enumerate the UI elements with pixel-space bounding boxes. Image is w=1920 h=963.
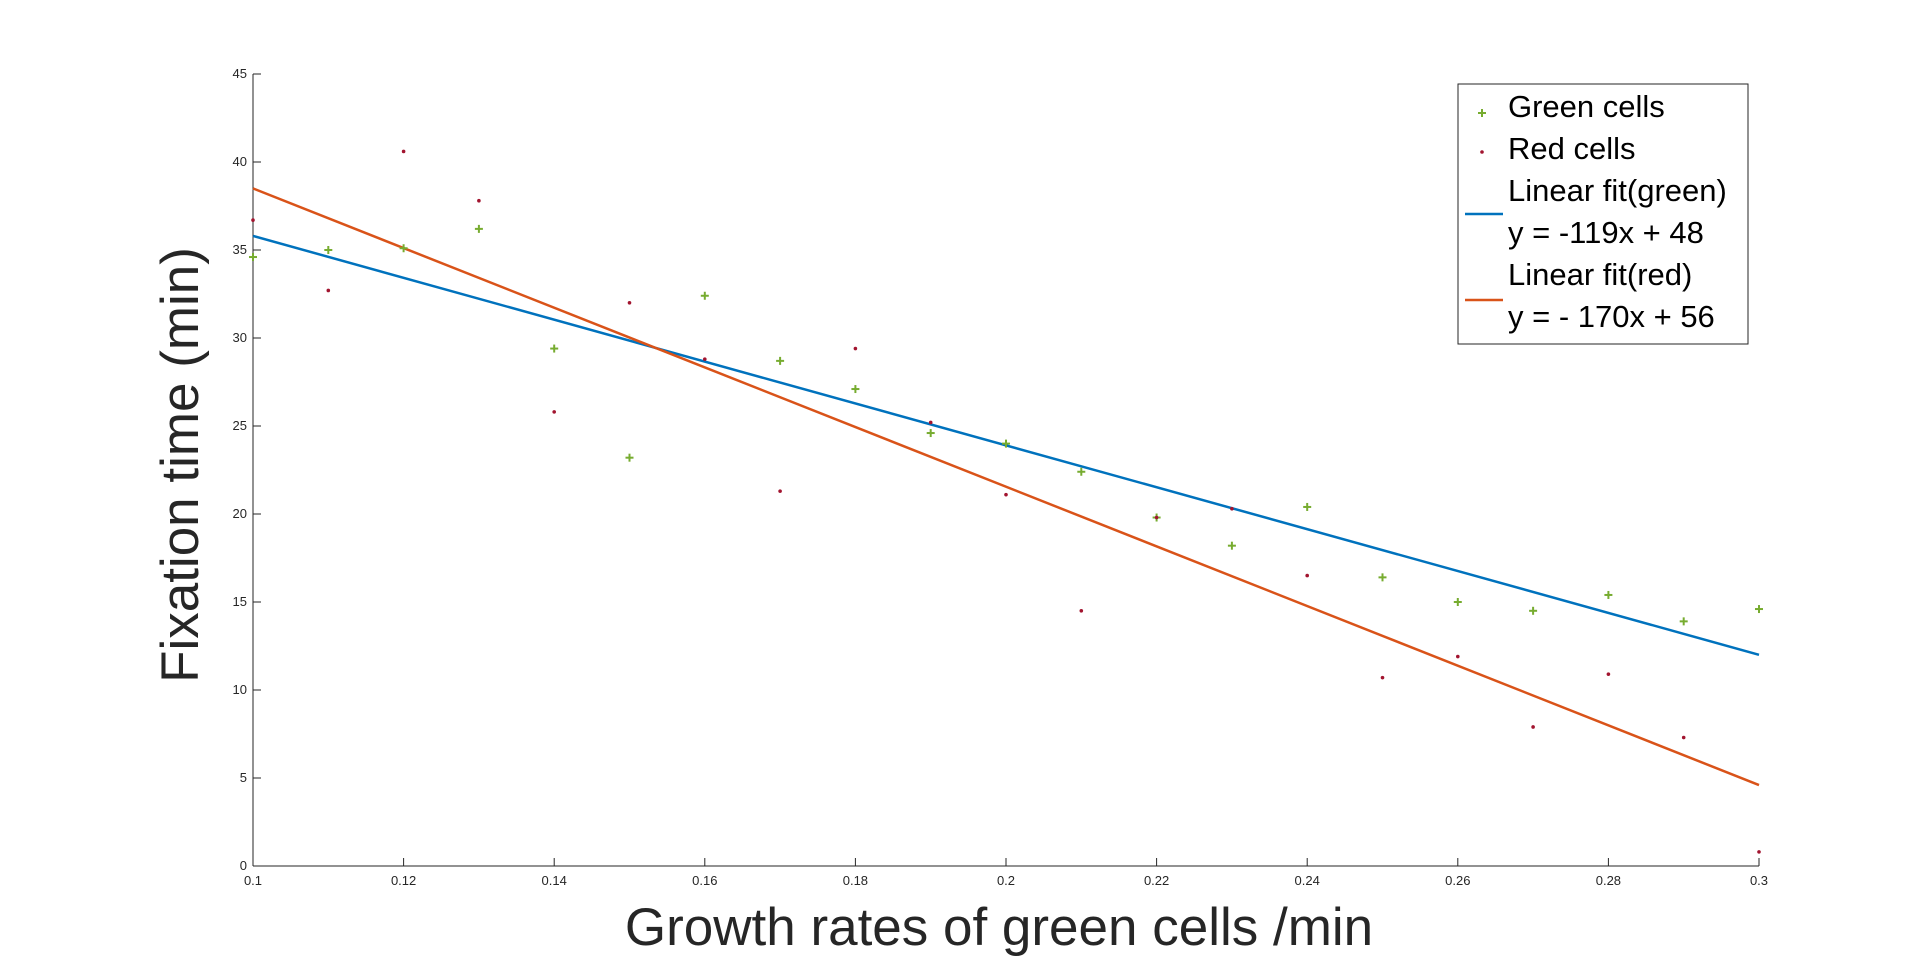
x-axis-title: Growth rates of green cells /min <box>625 898 1373 957</box>
x-tick-label: 0.28 <box>1596 873 1621 888</box>
x-tick-label: 0.18 <box>843 873 868 888</box>
y-axis-title: Fixation time (min) <box>151 247 210 683</box>
red-cell-point <box>1380 675 1385 680</box>
y-tick-label: 25 <box>233 418 247 433</box>
legend-entry-text: Linear fit(red) <box>1508 257 1692 292</box>
x-tick-label: 0.26 <box>1445 873 1470 888</box>
green-cell-point <box>249 253 257 262</box>
legend-entry-text: Red cells <box>1508 131 1636 166</box>
legend-entry-text: y = - 170x + 56 <box>1508 299 1715 334</box>
red-cell-point <box>1681 735 1686 740</box>
legend: Green cells Red cells Linear fit(green) y =… <box>1457 83 1749 345</box>
green-cell-point <box>474 224 483 233</box>
red-cell-point <box>251 218 255 222</box>
x-tick-label: 0.3 <box>1750 873 1768 888</box>
red-cell-point <box>627 301 632 305</box>
red-cell-point <box>552 410 556 414</box>
x-tick-label: 0.1 <box>244 873 262 888</box>
x-tick-label: 0.14 <box>542 873 567 888</box>
data-points <box>249 149 1763 854</box>
green-cell-point <box>1077 467 1086 476</box>
x-tick-label: 0.2 <box>997 873 1015 888</box>
green-cell-point <box>550 344 559 353</box>
green-cell-point <box>1227 541 1236 550</box>
green-cell-point <box>324 246 333 254</box>
red-cell-point <box>1305 573 1309 578</box>
green-cell-point <box>926 429 935 438</box>
green-cell-point <box>399 244 408 253</box>
green-cell-point <box>1604 590 1613 599</box>
y-tick-label: 35 <box>233 242 247 257</box>
red-cell-point <box>401 149 406 154</box>
green-cell-point <box>1303 502 1312 511</box>
red-cell-point <box>1230 506 1234 511</box>
red-cell-point <box>703 357 707 361</box>
x-tick-label: 0.24 <box>1295 873 1320 888</box>
green-cell-point <box>1679 617 1688 626</box>
y-tick-label: 15 <box>233 594 247 609</box>
red-cell-point <box>1606 672 1611 676</box>
legend-green-marker <box>1478 109 1486 117</box>
legend-entry-text: Green cells <box>1508 89 1665 124</box>
green-cell-point <box>1378 573 1387 582</box>
legend-entry-text: Linear fit(green) <box>1508 173 1727 208</box>
y-tick-label: 5 <box>240 770 247 785</box>
y-tick-label: 45 <box>233 66 247 81</box>
y-tick-label: 30 <box>233 330 247 345</box>
legend-entry-text: y = -119x + 48 <box>1508 215 1704 250</box>
legend-box <box>1457 83 1749 345</box>
y-tick-label: 10 <box>233 682 247 697</box>
y-tick-label: 40 <box>233 154 247 169</box>
red-cell-point <box>1531 725 1535 729</box>
green-cell-point <box>625 453 634 462</box>
green-cell-point <box>776 356 785 365</box>
red-cell-point <box>1154 515 1159 520</box>
green-cell-point <box>1453 598 1462 606</box>
red-cell-point <box>326 288 331 293</box>
y-tick-label: 0 <box>240 858 247 873</box>
red-cell-point <box>1004 492 1008 497</box>
red-cell-point <box>1079 609 1084 613</box>
y-tick-label: 20 <box>233 506 247 521</box>
legend-red-marker <box>1480 150 1484 154</box>
x-tick-label: 0.16 <box>692 873 717 888</box>
red-cell-point <box>778 489 782 493</box>
red-cell-point <box>1456 654 1460 659</box>
green-cell-point <box>1529 606 1538 615</box>
red-cell-point <box>928 420 933 425</box>
green-cell-point <box>1002 439 1010 448</box>
x-tick-label: 0.12 <box>391 873 416 888</box>
red-cell-point <box>477 198 481 203</box>
red-cell-point <box>853 346 858 351</box>
red-cell-point <box>1757 850 1761 854</box>
ticks: 0.1 0.12 0.14 0.16 0.18 0.2 0.22 0.24 0.26 0.28 0.… <box>233 66 1769 888</box>
green-cell-point <box>700 291 709 300</box>
green-cell-point <box>851 385 860 394</box>
green-cell-point <box>1755 605 1763 614</box>
fit-line <box>252 187 1760 787</box>
x-tick-label: 0.22 <box>1144 873 1169 888</box>
